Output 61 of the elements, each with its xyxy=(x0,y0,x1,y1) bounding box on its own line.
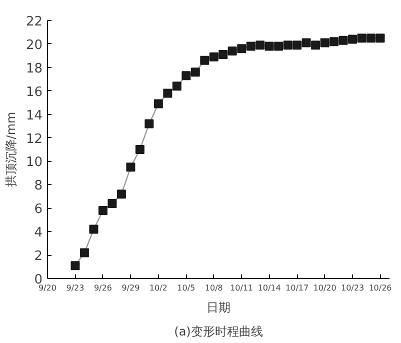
point xyxy=(348,34,358,44)
y-tick-label: 18 xyxy=(26,61,43,76)
x-tick-label: 9/26 xyxy=(94,284,112,292)
point xyxy=(264,42,274,51)
x-tick-label: 10/17 xyxy=(286,284,309,292)
point xyxy=(209,52,218,62)
x-tick-label: 9/23 xyxy=(66,284,84,292)
point xyxy=(320,38,330,48)
y-tick-label: 8 xyxy=(34,178,43,194)
point xyxy=(70,261,80,270)
point xyxy=(274,42,284,51)
y-axis-title: 拱顶沉降/mm xyxy=(4,112,18,188)
y-tick-label: 20 xyxy=(26,38,43,53)
point xyxy=(126,162,136,172)
point xyxy=(80,248,89,258)
point xyxy=(283,40,292,50)
point xyxy=(135,145,144,154)
y-tick-label: 22 xyxy=(26,14,43,30)
point xyxy=(98,206,108,215)
point xyxy=(218,50,228,60)
x-tick-label: 10/20 xyxy=(313,284,336,292)
x-tick-label: 10/11 xyxy=(230,284,254,292)
text: (a)变形时程曲线 xyxy=(174,324,263,338)
y-tick-label: 16 xyxy=(26,84,43,100)
point xyxy=(357,34,366,43)
point xyxy=(190,68,200,77)
point xyxy=(172,82,182,91)
x-tick-label: 10/14 xyxy=(258,284,281,292)
x-tick-label: 10/8 xyxy=(204,284,223,292)
point xyxy=(237,44,246,54)
point xyxy=(302,38,311,48)
point xyxy=(144,119,154,128)
x-tick-label: 10/23 xyxy=(341,284,364,292)
y-tick-label: 10 xyxy=(26,155,43,170)
point xyxy=(182,71,191,80)
point xyxy=(330,37,339,46)
point xyxy=(89,224,98,234)
point xyxy=(108,198,117,208)
y-tick-label: 2 xyxy=(34,249,43,264)
y-tick-label: 4 xyxy=(34,226,43,241)
point xyxy=(311,40,320,50)
x-axis-title: 日期 xyxy=(206,300,230,314)
point xyxy=(200,56,210,65)
y-tick-label: 6 xyxy=(34,202,43,218)
x-tick-label: 10/5 xyxy=(177,284,196,292)
point xyxy=(256,40,265,50)
y-tick-label: 12 xyxy=(26,132,43,147)
point xyxy=(154,99,163,108)
point xyxy=(246,42,256,51)
point xyxy=(366,34,376,43)
point xyxy=(292,40,302,50)
point xyxy=(228,46,237,56)
y-tick-label: 14 xyxy=(26,108,43,124)
point xyxy=(163,88,172,98)
point xyxy=(116,190,126,199)
point xyxy=(338,36,348,45)
x-tick-label: 10/26 xyxy=(368,284,392,292)
point xyxy=(376,34,385,43)
x-tick-label: 10/2 xyxy=(149,284,168,292)
x-tick-label: 9/20 xyxy=(38,284,56,292)
x-tick-label: 9/29 xyxy=(122,284,140,292)
